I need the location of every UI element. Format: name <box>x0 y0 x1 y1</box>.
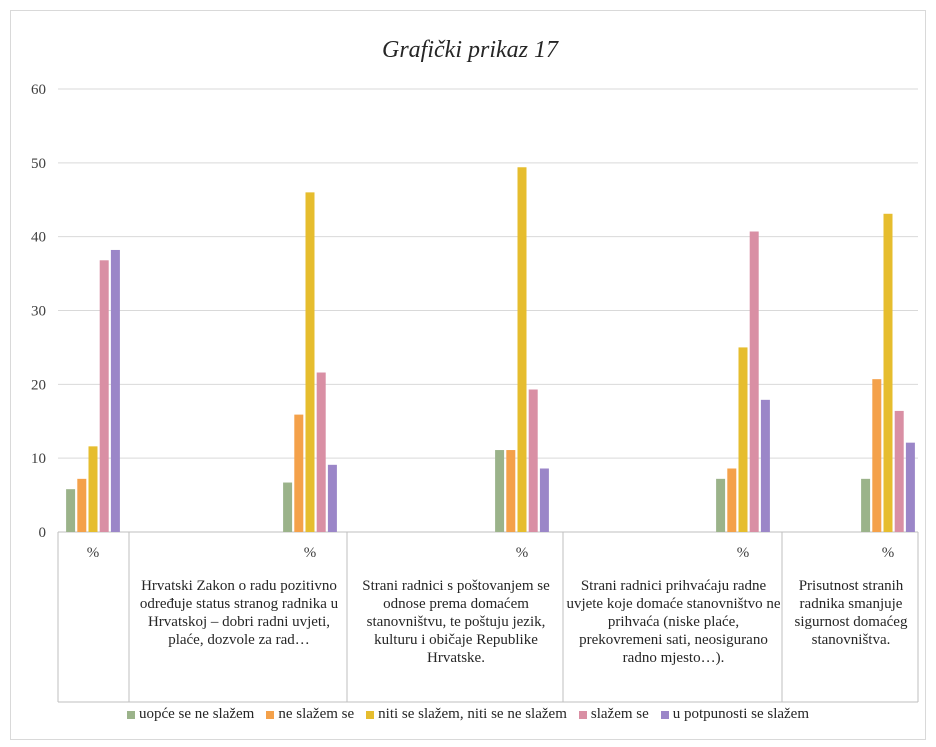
bar <box>738 347 748 532</box>
bar <box>88 446 98 532</box>
bar <box>528 389 538 532</box>
legend-label: uopće se ne slažem <box>138 706 255 722</box>
y-tick-label: 10 <box>31 451 46 467</box>
bar <box>905 442 915 532</box>
category-label: % <box>87 545 100 561</box>
category-description: Prisutnost stranih radnika smanjuje sigu… <box>794 578 908 648</box>
bar <box>283 482 293 532</box>
bars <box>66 167 915 533</box>
y-tick-label: 0 <box>39 525 47 541</box>
legend-label: u potpunosti se slažem <box>672 706 809 722</box>
category-label: % <box>304 545 317 561</box>
bar <box>77 478 87 532</box>
bar <box>861 478 871 532</box>
bar <box>294 414 304 532</box>
bar <box>894 410 904 532</box>
legend-label: ne slažem se <box>278 706 355 722</box>
legend-swatch <box>366 710 375 719</box>
bar <box>316 372 326 532</box>
legend-item: u potpunosti se slažem <box>660 706 809 723</box>
bar <box>883 213 893 533</box>
bar <box>716 478 726 532</box>
legend-item: slažem se <box>578 706 649 723</box>
category-label: % <box>516 545 529 561</box>
bar <box>517 167 527 532</box>
category-description: Strani radnici s poštovanjem se odnose p… <box>362 578 550 666</box>
bar <box>872 379 882 532</box>
legend: uopće se ne slažem ne slažem se niti se sl… <box>0 706 936 723</box>
bar <box>110 249 120 532</box>
legend-item: ne slažem se <box>266 706 354 723</box>
category-description: Strani radnici prihvaćaju radne uvjete k… <box>566 578 781 666</box>
bar <box>749 231 759 532</box>
bar <box>99 260 109 532</box>
legend-swatch <box>126 710 135 719</box>
bar <box>327 464 337 532</box>
bar <box>66 489 76 532</box>
legend-label: niti se slažem, niti se ne slažem <box>378 706 567 722</box>
legend-swatch <box>266 710 275 719</box>
bar <box>539 468 549 532</box>
y-tick-label: 30 <box>31 304 46 320</box>
bar <box>760 399 770 532</box>
y-tick-label: 40 <box>31 230 46 246</box>
category-table-lines <box>57 532 919 703</box>
bar <box>727 468 737 532</box>
y-tick-label: 20 <box>31 377 46 393</box>
y-tick-label: 60 <box>31 82 46 98</box>
legend-label: slažem se <box>590 706 649 722</box>
chart-frame <box>10 10 926 740</box>
category-labels: %%%%% <box>87 545 895 561</box>
y-tick-label: 50 <box>31 156 46 172</box>
bar <box>305 192 315 532</box>
legend-swatch <box>660 710 669 719</box>
chart-title: Grafički prikaz 17 <box>382 37 559 63</box>
category-label: % <box>882 545 895 561</box>
category-label: % <box>737 545 750 561</box>
legend-swatch <box>578 710 587 719</box>
gridlines <box>58 88 918 533</box>
legend-item: uopće se ne slažem <box>126 706 255 723</box>
bar <box>495 450 505 532</box>
y-axis: 0 10 20 30 40 50 60 <box>31 82 46 541</box>
category-description: Hrvatski Zakon o radu pozitivno određuje… <box>139 578 339 648</box>
bar <box>506 450 516 532</box>
legend-item: niti se slažem, niti se ne slažem <box>366 706 567 723</box>
